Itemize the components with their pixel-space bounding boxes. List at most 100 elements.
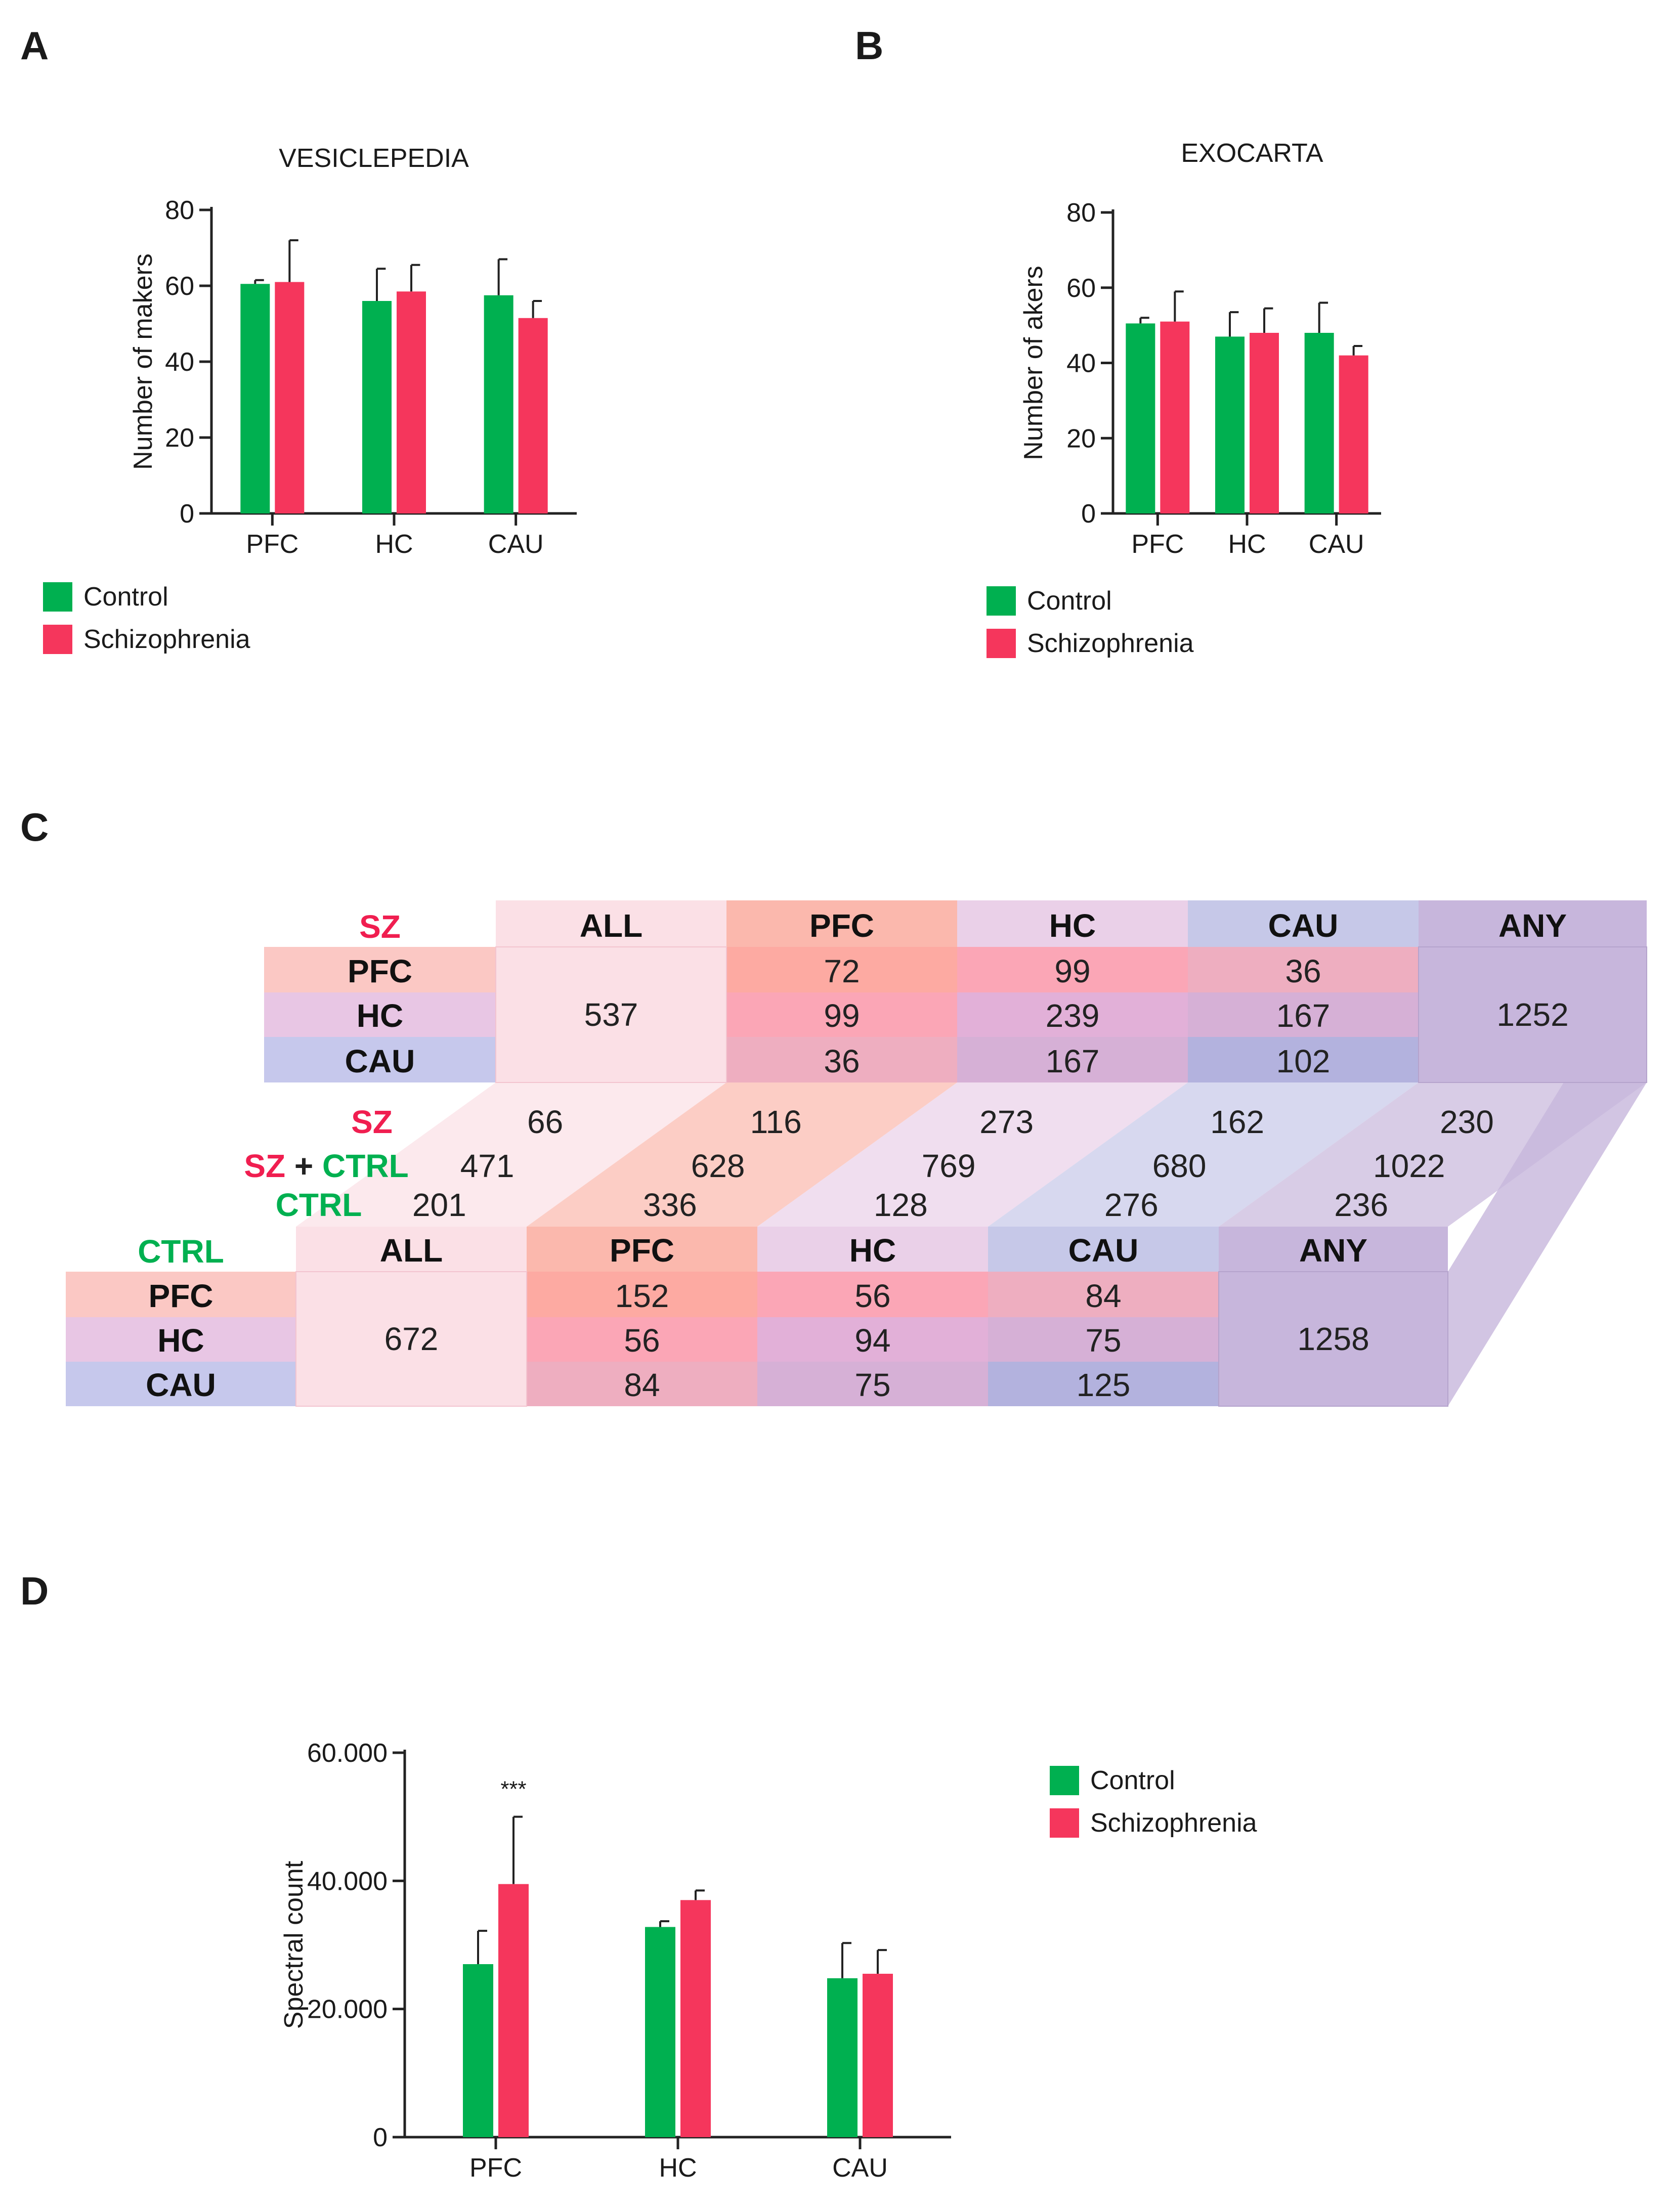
chart-title: VESICLEPEDIA [279, 144, 469, 173]
sz-matrix-value: 36 [1285, 953, 1321, 989]
ctrl-matrix-cell [988, 1362, 1219, 1406]
sz-matrix-cell [726, 947, 957, 992]
y-tick-label: 40 [165, 348, 194, 377]
sz-matrix-cell [957, 1037, 1188, 1082]
sz-matrix-cell [957, 947, 1188, 992]
legend-label-schizophrenia: Schizophrenia [1090, 1808, 1257, 1838]
panel-letter-c: C [20, 805, 49, 849]
ctrl-only-value: 201 [412, 1187, 466, 1223]
y-tick-label: 0 [1081, 499, 1096, 529]
ctrl-matrix-cell [527, 1272, 757, 1317]
sz-ctrl-shared-value: 1022 [1373, 1148, 1445, 1184]
ctrl-table-label: CTRL [138, 1233, 224, 1270]
bar-control [240, 284, 270, 513]
chart-d: 0 20.000 40.000 60.000 Spectral count PFC *** H… [279, 1739, 951, 2183]
shared-row-label-sz: SZ [244, 1148, 294, 1184]
sz-header-label: ALL [580, 907, 642, 944]
bar-schizophrenia [397, 291, 426, 513]
y-tick-label: 40 [1066, 349, 1096, 378]
sz-only-value: 116 [750, 1104, 802, 1140]
sz-any-cell [1418, 946, 1647, 1083]
ctrl-all-value: 672 [384, 1321, 439, 1357]
ctrl-header-label: ALL [380, 1232, 443, 1269]
chart-b: 0 20 40 60 80 Number of akers EXOCARTA PFC HC CAU [1019, 139, 1381, 559]
y-tick-label: 60 [1066, 274, 1096, 303]
ctrl-header-label: ANY [1299, 1232, 1367, 1269]
sz-only-value: 230 [1440, 1104, 1494, 1140]
x-tick-label: HC [1228, 530, 1266, 559]
sz-matrix-value: 36 [824, 1043, 860, 1079]
legend-label-control: Control [83, 582, 168, 612]
sz-matrix-cell [1188, 947, 1419, 992]
shared-row-label-ctrl: CTRL [322, 1148, 409, 1184]
bar-control [362, 301, 392, 513]
y-tick-label: 20 [165, 423, 194, 453]
ctrl-matrix-value: 56 [854, 1278, 890, 1314]
sz-header-cell [1419, 900, 1647, 947]
overlap-band [1219, 1082, 1647, 1227]
bar-control [463, 1964, 493, 2137]
y-tick-label: 0 [180, 499, 194, 529]
bar-control [645, 1927, 675, 2137]
chart-title: EXOCARTA [1181, 139, 1323, 168]
x-tick-label: PFC [469, 2153, 522, 2183]
panel-letter-d: D [20, 1569, 49, 1613]
sz-row-label: HC [357, 997, 403, 1034]
y-tick-label: 60 [165, 272, 194, 301]
ctrl-header-label: PFC [610, 1232, 674, 1269]
sz-table-label: SZ [359, 908, 401, 945]
sz-matrix-cell [1188, 992, 1419, 1037]
sz-matrix-value: 239 [1046, 997, 1100, 1034]
ctrl-matrix-cell [527, 1317, 757, 1362]
y-tick-label: 40.000 [307, 1867, 388, 1896]
sz-only-row-label: SZ [351, 1104, 393, 1140]
bar-schizophrenia [275, 282, 305, 513]
sz-header-label: ANY [1498, 907, 1567, 944]
schizophrenia-swatch [1050, 1808, 1079, 1838]
legend-item-control: Control [1050, 1759, 1257, 1802]
legend-label-control: Control [1027, 586, 1112, 616]
legend-item-control: Control [987, 580, 1194, 622]
ctrl-matrix-cell [527, 1362, 757, 1406]
sz-all-value: 537 [584, 996, 638, 1033]
sz-matrix-value: 72 [824, 953, 860, 989]
sz-row-header-cell [264, 947, 496, 992]
y-tick-label: 80 [1066, 198, 1096, 228]
sz-matrix-cell [726, 992, 957, 1037]
sz-header-cell [1188, 900, 1419, 947]
ctrl-matrix-value: 94 [854, 1322, 890, 1359]
schizophrenia-swatch [987, 629, 1016, 658]
overlap-band [757, 1082, 1188, 1227]
sz-matrix-cell [1188, 1037, 1419, 1082]
control-swatch [43, 582, 72, 612]
sz-row-label: CAU [345, 1043, 415, 1079]
ctrl-header-label: CAU [1068, 1232, 1139, 1269]
y-axis-label: Number of akers [1019, 266, 1048, 460]
x-tick-label: CAU [1309, 530, 1364, 559]
bar-schizophrenia [498, 1884, 529, 2137]
x-tick-label: CAU [832, 2153, 888, 2183]
sz-header-label: CAU [1268, 907, 1339, 944]
bar-control [1126, 323, 1155, 513]
control-swatch [1050, 1766, 1079, 1795]
x-tick-label: PFC [1131, 530, 1184, 559]
ctrl-matrix-cell [757, 1362, 988, 1406]
sz-row-label: PFC [348, 953, 412, 989]
ctrl-matrix-value: 152 [615, 1278, 669, 1314]
ctrl-all-cell [295, 1271, 527, 1407]
x-tick-label: HC [659, 2153, 697, 2183]
ctrl-matrix-value: 125 [1077, 1367, 1131, 1403]
panel-letter-a: A [20, 23, 49, 68]
ctrl-only-value: 128 [874, 1187, 928, 1223]
overlap-band [988, 1082, 1419, 1227]
sz-header-label: PFC [809, 907, 874, 944]
panel-letter-b: B [855, 23, 884, 68]
ctrl-only-value: 236 [1334, 1187, 1388, 1223]
y-tick-label: 60.000 [307, 1739, 388, 1768]
ctrl-header-label: HC [849, 1232, 896, 1269]
bar-schizophrenia [863, 1974, 893, 2137]
bar-schizophrenia [1339, 355, 1368, 513]
overlap-table: SZ ALL PFC HC CAU ANY PFC 72 99 36 HC 99 239 167 CAU 36… [66, 900, 1647, 1407]
bar-schizophrenia [1160, 321, 1190, 513]
sz-row-header-cell [264, 1037, 496, 1082]
